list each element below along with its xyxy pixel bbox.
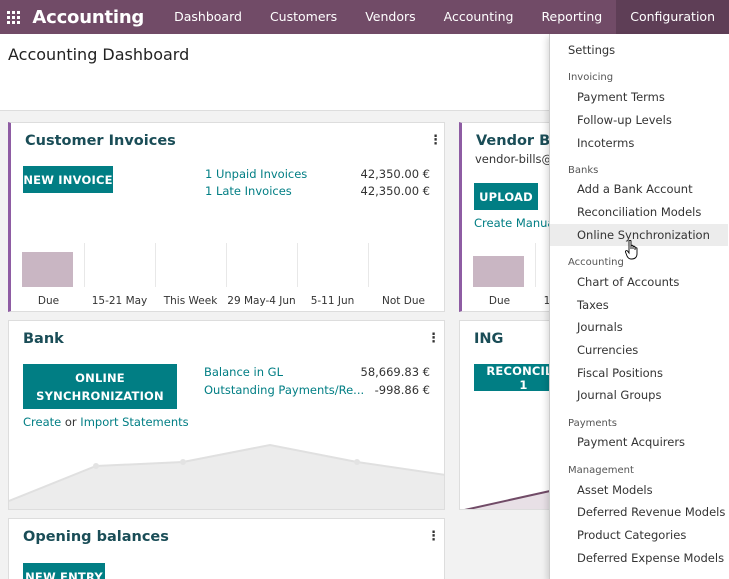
bar-label: Not Due — [382, 295, 425, 307]
bar-label: 29 May-4 Jun — [227, 295, 296, 307]
menu-section-header: Payments — [568, 418, 617, 429]
menu-item-journal-groups[interactable]: Journal Groups — [577, 388, 662, 402]
menu-item-deferred-revenue-models[interactable]: Deferred Revenue Models — [577, 505, 726, 519]
customer-invoices-card: Customer Invoices ⋮ NEW INVOICE 1 Unpaid… — [8, 122, 445, 312]
balance-in-gl-amount: 58,669.83 € — [360, 365, 431, 379]
card-title[interactable]: ING — [474, 331, 504, 347]
outstanding-payments-link[interactable]: Outstanding Payments/Re... — [204, 383, 365, 397]
bar-label: 15-21 May — [91, 295, 148, 307]
graph-divider — [155, 243, 156, 287]
menu-item-deferred-expense-models[interactable]: Deferred Expense Models — [577, 551, 725, 565]
card-title[interactable]: Bank — [23, 331, 64, 347]
opening-balances-card: Opening balances ⋮ NEW ENTRY — [8, 518, 445, 579]
top-navbar: Accounting Dashboard Customers Vendors A… — [0, 0, 729, 34]
menu-item-add-bank-account[interactable]: Add a Bank Account — [577, 182, 693, 196]
nav-accounting[interactable]: Accounting — [443, 9, 514, 24]
or-text: or — [61, 415, 81, 429]
menu-item-asset-models[interactable]: Asset Models — [577, 483, 653, 497]
graph-bar[interactable] — [473, 256, 524, 287]
upload-button[interactable]: UPLOAD — [474, 183, 538, 210]
menu-item-reconciliation-models[interactable]: Reconciliation Models — [577, 205, 702, 219]
menu-item-currencies[interactable]: Currencies — [577, 343, 639, 357]
menu-item-journals[interactable]: Journals — [577, 320, 623, 334]
menu-item-chart-of-accounts[interactable]: Chart of Accounts — [577, 275, 680, 289]
menu-item-payment-terms[interactable]: Payment Terms — [577, 90, 665, 104]
menu-item-product-categories[interactable]: Product Categories — [577, 528, 687, 542]
bank-card: Bank ⋮ ONLINE SYNCHRONIZATION Create or … — [8, 320, 445, 510]
balance-line-graph[interactable] — [9, 431, 445, 510]
unpaid-invoices-link[interactable]: 1 Unpaid Invoices — [205, 167, 308, 181]
menu-section-header: Invoicing — [568, 72, 614, 83]
bar-label: This Week — [163, 295, 218, 307]
bar-label: 1 — [543, 295, 551, 307]
bar-label: Due — [37, 295, 60, 307]
new-entry-button[interactable]: NEW ENTRY — [23, 563, 105, 579]
menu-section-header: Management — [568, 465, 634, 476]
button-label-line: SYNCHRONIZATION — [36, 388, 164, 403]
nav-reporting[interactable]: Reporting — [541, 9, 603, 24]
vendor-bills-email: vendor-bills@p — [475, 152, 561, 166]
bar-label: 5-11 Jun — [310, 295, 355, 307]
outstanding-payments-amount: -998.86 € — [374, 383, 430, 397]
kebab-menu-icon[interactable]: ⋮ — [427, 529, 440, 544]
menu-section-header: Banks — [568, 165, 599, 176]
graph-divider — [84, 243, 85, 287]
new-invoice-button[interactable]: NEW INVOICE — [23, 166, 113, 193]
menu-item-payment-acquirers[interactable]: Payment Acquirers — [577, 435, 686, 449]
menu-item-follow-up-levels[interactable]: Follow-up Levels — [577, 113, 672, 127]
page-title: Accounting Dashboard — [8, 45, 190, 64]
configuration-dropdown-menu: Settings Invoicing Payment Terms Follow-… — [549, 34, 729, 579]
late-invoices-amount: 42,350.00 € — [360, 184, 431, 198]
menu-item-fiscal-positions[interactable]: Fiscal Positions — [577, 366, 663, 380]
apps-grid-icon[interactable] — [6, 0, 20, 34]
menu-item-taxes[interactable]: Taxes — [577, 298, 609, 312]
menu-item-incoterms[interactable]: Incoterms — [577, 136, 635, 150]
online-synchronization-button[interactable]: ONLINE SYNCHRONIZATION — [23, 364, 177, 409]
bar-label: Due — [488, 295, 511, 307]
graph-divider — [297, 243, 298, 287]
unpaid-invoices-amount: 42,350.00 € — [360, 167, 431, 181]
card-title[interactable]: Opening balances — [23, 529, 169, 545]
late-invoices-link[interactable]: 1 Late Invoices — [205, 184, 292, 198]
create-link[interactable]: Create — [23, 415, 62, 429]
menu-item-settings[interactable]: Settings — [568, 43, 616, 57]
graph-divider — [535, 243, 536, 287]
card-title[interactable]: Customer Invoices — [25, 133, 176, 149]
create-manual-link[interactable]: Create Manual — [474, 216, 558, 230]
nav-configuration[interactable]: Configuration — [616, 0, 729, 34]
kebab-menu-icon[interactable]: ⋮ — [429, 133, 442, 148]
balance-in-gl-link[interactable]: Balance in GL — [204, 365, 283, 379]
app-brand[interactable]: Accounting — [32, 6, 145, 28]
balance-line-graph[interactable] — [460, 481, 560, 510]
create-import-text: Create or Import Statements — [23, 415, 189, 429]
kebab-menu-icon[interactable]: ⋮ — [427, 331, 440, 346]
graph-divider — [226, 243, 227, 287]
nav-customers[interactable]: Customers — [269, 9, 338, 24]
graph-bar[interactable] — [22, 252, 73, 287]
button-label-line: ONLINE — [75, 370, 125, 385]
nav-dashboard[interactable]: Dashboard — [174, 9, 242, 24]
menu-section-header: Accounting — [568, 257, 624, 268]
nav-vendors[interactable]: Vendors — [365, 9, 416, 24]
import-statements-link[interactable]: Import Statements — [80, 415, 189, 429]
hand-pointer-cursor-icon — [625, 240, 638, 260]
graph-divider — [368, 243, 369, 287]
menu-item-online-synchronization[interactable]: Online Synchronization — [550, 224, 728, 246]
